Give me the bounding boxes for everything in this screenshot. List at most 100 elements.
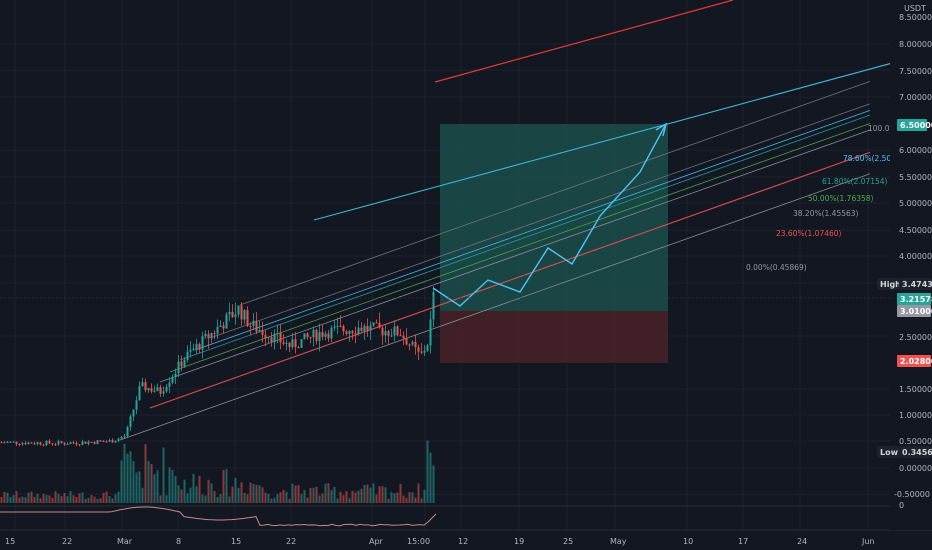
candle-down [261, 330, 264, 335]
candle-down [327, 333, 330, 339]
candle-up [372, 322, 375, 326]
candle-down [222, 325, 225, 329]
volume-bar [165, 495, 168, 503]
volume-bar [381, 486, 384, 503]
fib-618-channel-line [179, 114, 871, 361]
volume-bar [393, 493, 396, 503]
time-label: 8 [176, 537, 181, 546]
volume-bar [309, 487, 312, 503]
volume-bar [342, 495, 345, 503]
candle-down [297, 347, 300, 349]
volume-bar [369, 487, 372, 503]
candle-up [330, 327, 333, 339]
price-label: 4.00000 [899, 252, 932, 261]
volume-bar [81, 492, 84, 503]
candle-up [273, 333, 276, 343]
candle-up [141, 382, 144, 386]
fib-236-channel-line [149, 151, 871, 409]
candle-up [183, 359, 186, 367]
candle-down [18, 444, 21, 446]
volume-bar [222, 470, 225, 503]
volume-bar [312, 487, 315, 503]
candle-down [264, 334, 267, 339]
entry-price-badge-bg [897, 305, 931, 317]
fib-label-4: 38.20%(1.45563) [793, 209, 859, 218]
last-price-badge-bg [897, 293, 931, 305]
volume-bar [39, 498, 42, 503]
high-value-badge: 3.47436 [902, 280, 932, 289]
candle-up [423, 350, 426, 353]
candle-up [303, 333, 306, 340]
volume-bar [213, 490, 216, 503]
candle-down [15, 441, 18, 445]
time-label: 25 [563, 537, 573, 546]
price-label: 7.00000 [899, 93, 932, 102]
low-value-badge: 0.34560 [902, 448, 932, 457]
volume-bar [51, 497, 54, 503]
time-axis[interactable]: 15 22 Mar 8 15 22 Apr 15:00 12 19 25 May 10 17 24 Jun [5, 537, 875, 546]
volume-bar [315, 486, 318, 503]
volume-bar [255, 484, 258, 503]
volume-bar [243, 492, 246, 503]
candle-down [105, 441, 108, 443]
candle-down [111, 440, 114, 443]
volume-bar [171, 469, 174, 503]
candle-up [204, 333, 207, 337]
candle-up [132, 409, 135, 417]
projection-path [432, 122, 668, 307]
time-label: Jun [861, 537, 875, 546]
candle-down [93, 441, 96, 444]
volume-bar [15, 491, 18, 503]
volume-bar [66, 496, 69, 503]
candle-up [168, 382, 171, 387]
volume-bar [114, 494, 117, 503]
volume-bar [282, 489, 285, 503]
candle-up [252, 320, 255, 326]
volume-bar [375, 494, 378, 503]
volume-bar [60, 496, 63, 503]
volume-bar [180, 489, 183, 503]
volume-bar [120, 460, 123, 503]
low-label-badge-bg [877, 446, 899, 458]
target-price-badge: 6.50000 [900, 121, 932, 130]
volume-bar [138, 471, 141, 503]
volume-bar [78, 493, 81, 503]
oscillator-zero-label: 0 [899, 501, 904, 510]
candle-up [390, 335, 393, 337]
volume-bar [294, 485, 297, 503]
candle-down [54, 444, 57, 446]
time-label: 12 [458, 537, 468, 546]
price-label: 6.00000 [899, 146, 932, 155]
volume-bar [63, 493, 66, 503]
candle-up [300, 339, 303, 348]
volume-bar [24, 497, 27, 503]
target-price-badge-bg [897, 119, 927, 131]
volume-bar [111, 498, 114, 503]
volume-bar [186, 493, 189, 503]
volume-bar [225, 469, 228, 503]
low-label-badge: Low [880, 448, 899, 457]
volume-bar [396, 492, 399, 503]
time-label: 24 [797, 537, 807, 546]
volume-bar [336, 498, 339, 503]
volume-bar [351, 490, 354, 503]
time-label: Mar [117, 537, 133, 546]
candle-up [432, 292, 435, 320]
volume-bar [117, 491, 120, 503]
candle-up [216, 326, 219, 334]
trend-channel-lines [119, 0, 897, 441]
candle-up [267, 337, 270, 339]
candle-up [429, 319, 432, 346]
volume-bar [9, 497, 12, 503]
fib-label-3: 50.00%(1.76358) [808, 194, 874, 203]
volume-bar [297, 485, 300, 503]
candle-down [342, 326, 345, 332]
candle-down [39, 442, 42, 445]
volume-bar [357, 490, 360, 503]
fib-0-channel-line [119, 173, 871, 441]
volume-bar [84, 498, 87, 503]
candle-up [177, 361, 180, 374]
candle-down [0, 442, 3, 444]
